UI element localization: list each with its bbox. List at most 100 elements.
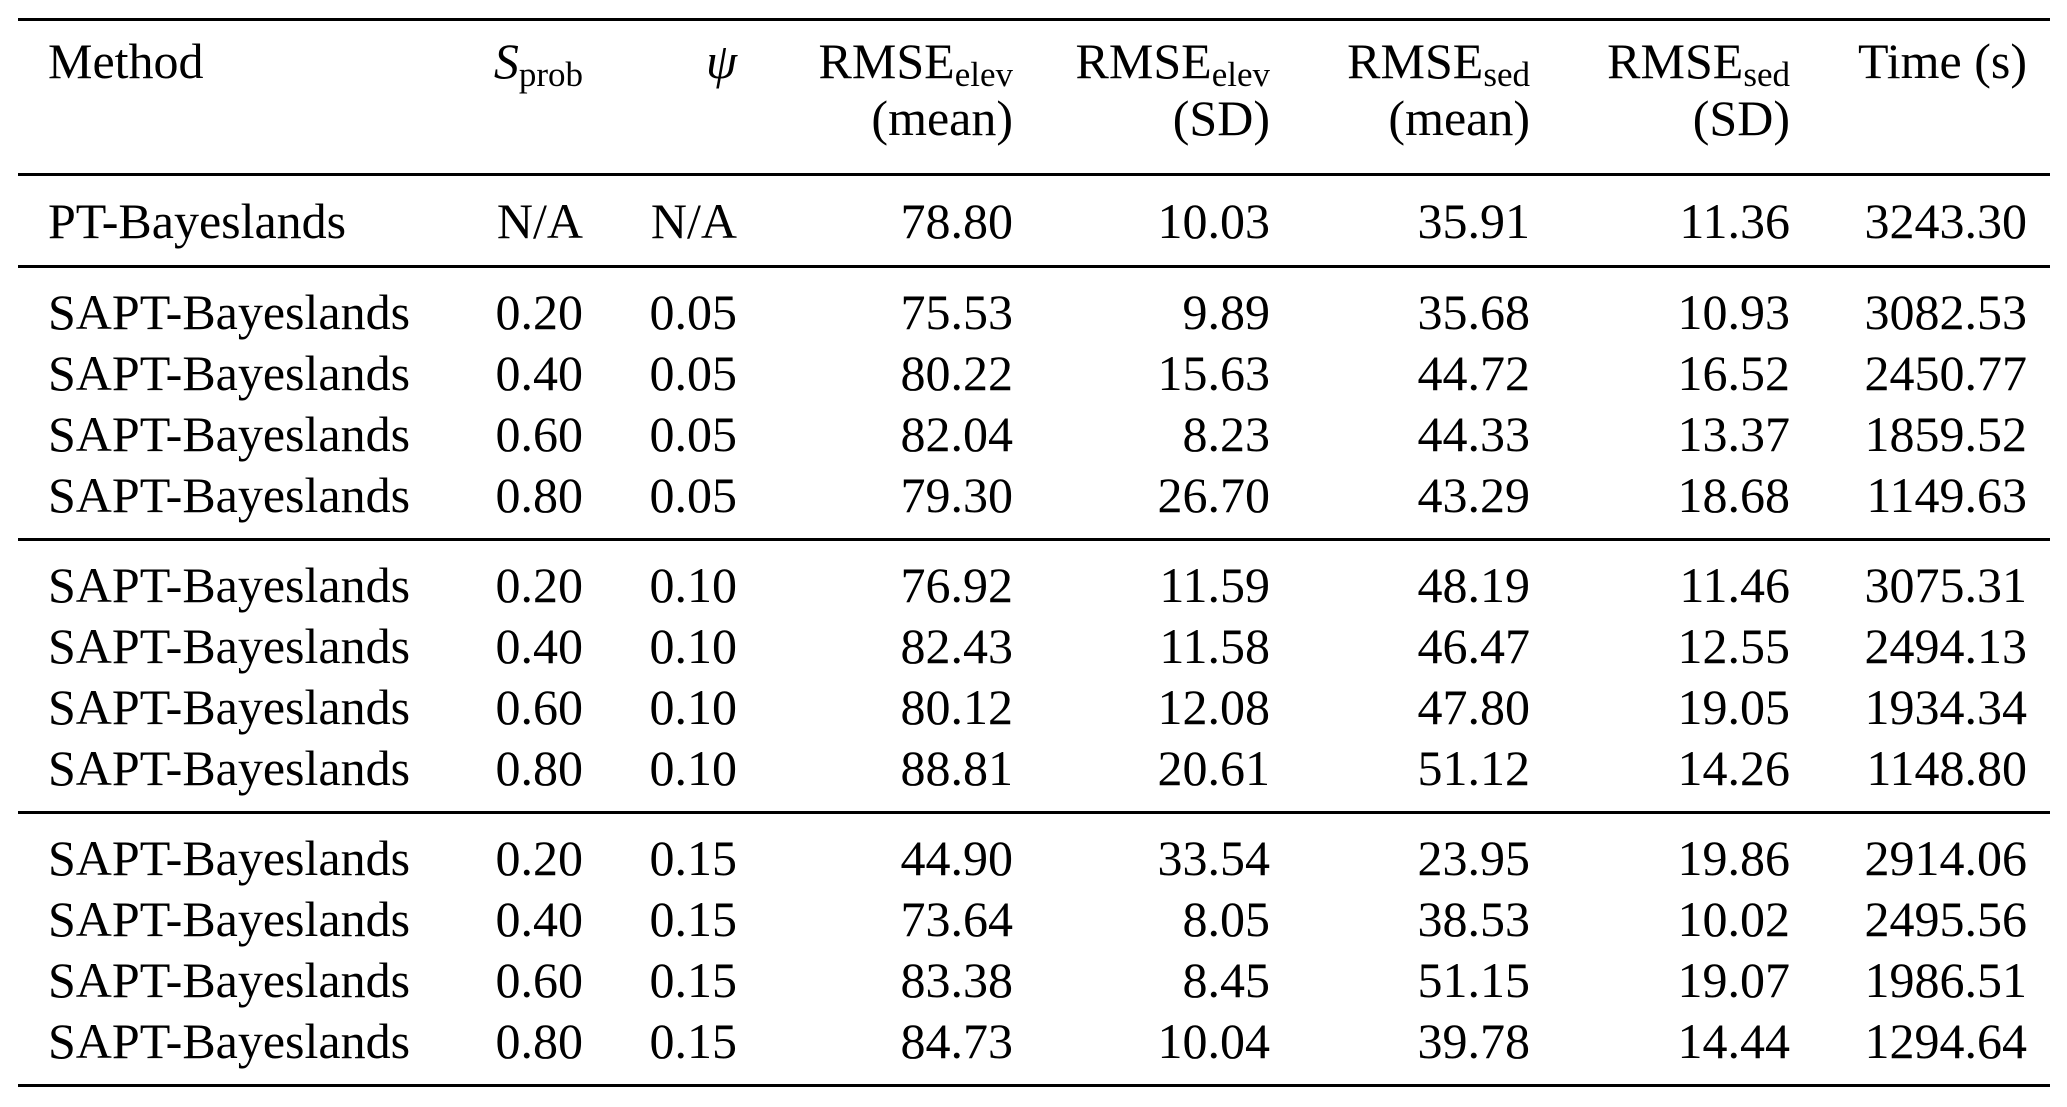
- value-cell: 0.10: [649, 556, 738, 613]
- header-label: S: [493, 33, 519, 89]
- value-cell: 35.68: [1417, 283, 1531, 340]
- value-cell: 0.20: [495, 829, 584, 886]
- value-cell: 0.60: [495, 405, 584, 462]
- header-subscript: sed: [1743, 54, 1790, 94]
- value-cell: 0.80: [495, 739, 584, 796]
- value-cell: 35.91: [1417, 192, 1531, 249]
- value-cell: 51.15: [1417, 951, 1531, 1008]
- value-cell: 11.59: [1159, 556, 1270, 613]
- value-cell: 10.02: [1677, 890, 1791, 947]
- value-cell: 38.53: [1417, 890, 1531, 947]
- value-cell: 73.64: [900, 890, 1014, 947]
- table-row: SAPT-Bayeslands 0.40 0.05 80.22 15.63 44.72 16…: [18, 342, 2050, 403]
- value-cell: 80.22: [900, 344, 1014, 401]
- header-label: RMSE: [1075, 33, 1212, 89]
- table-group-psi-005: SAPT-Bayeslands 0.20 0.05 75.53 9.89 35.68 10.…: [18, 267, 2050, 540]
- header-label: RMSE: [1607, 33, 1744, 89]
- table-row: SAPT-Bayeslands 0.80 0.15 84.73 10.04 39.78 14…: [18, 1010, 2050, 1086]
- value-cell: 0.60: [495, 678, 584, 735]
- value-cell: 10.03: [1157, 192, 1271, 249]
- value-cell: 18.68: [1677, 466, 1791, 523]
- value-cell: 26.70: [1157, 466, 1271, 523]
- col-header-rmse-elev-mean: RMSEelev (mean): [737, 20, 1013, 175]
- header-label: ψ: [705, 33, 737, 89]
- table-row: SAPT-Bayeslands 0.60 0.10 80.12 12.08 47.80 19…: [18, 676, 2050, 737]
- value-cell: 0.15: [649, 829, 738, 886]
- table-row: SAPT-Bayeslands 0.40 0.10 82.43 11.58 46.47 12…: [18, 615, 2050, 676]
- value-cell: 2494.13: [1864, 617, 2028, 674]
- value-cell: 0.60: [495, 951, 584, 1008]
- header-label: Method: [48, 33, 204, 89]
- value-cell: 33.54: [1157, 829, 1271, 886]
- value-cell: 0.40: [495, 890, 584, 947]
- value-cell: 2450.77: [1864, 344, 2028, 401]
- table-row: PT-Bayeslands N/A N/A 78.80 10.03 35.91 11.36 3…: [18, 175, 2050, 267]
- method-cell: SAPT-Bayeslands: [48, 283, 411, 340]
- value-cell: 1149.63: [1866, 466, 2027, 523]
- value-cell: 1859.52: [1864, 405, 2028, 462]
- value-cell: 11.46: [1679, 556, 1790, 613]
- header-subscript: sed: [1483, 54, 1530, 94]
- value-cell: 3075.31: [1864, 556, 2028, 613]
- table-header: Method Sprob ψ RMSEelev (mean) RMSEelev (S…: [18, 20, 2050, 175]
- value-cell: 82.43: [900, 617, 1014, 674]
- value-cell: 0.40: [495, 617, 584, 674]
- method-cell: PT-Bayeslands: [48, 192, 347, 249]
- header-subscript: prob: [518, 54, 583, 94]
- table-row: SAPT-Bayeslands 0.40 0.15 73.64 8.05 38.53 10.…: [18, 888, 2050, 949]
- value-cell: 0.10: [649, 678, 738, 735]
- table-row: SAPT-Bayeslands 0.60 0.15 83.38 8.45 51.15 19.…: [18, 949, 2050, 1010]
- value-cell: 75.53: [900, 283, 1014, 340]
- header-label: RMSE: [1347, 33, 1484, 89]
- col-header-psi: ψ: [583, 20, 737, 175]
- value-cell: 20.61: [1157, 739, 1271, 796]
- value-cell: 39.78: [1417, 1012, 1531, 1069]
- value-cell: 14.26: [1677, 739, 1791, 796]
- value-cell: 43.29: [1417, 466, 1531, 523]
- value-cell: 19.86: [1677, 829, 1791, 886]
- value-cell: 16.52: [1677, 344, 1791, 401]
- method-cell: SAPT-Bayeslands: [48, 951, 411, 1008]
- value-cell: 23.95: [1417, 829, 1531, 886]
- results-table: Method Sprob ψ RMSEelev (mean) RMSEelev (S…: [18, 18, 2050, 1087]
- value-cell: 3082.53: [1864, 283, 2028, 340]
- value-cell: 0.20: [495, 556, 584, 613]
- table-row: SAPT-Bayeslands 0.20 0.05 75.53 9.89 35.68 10.…: [18, 267, 2050, 343]
- value-cell: 88.81: [900, 739, 1014, 796]
- method-cell: SAPT-Bayeslands: [48, 344, 411, 401]
- table-row: SAPT-Bayeslands 0.20 0.15 44.90 33.54 23.95 19…: [18, 813, 2050, 889]
- value-cell: 0.05: [649, 283, 738, 340]
- value-cell: 0.05: [649, 344, 738, 401]
- header-row: Method Sprob ψ RMSEelev (mean) RMSEelev (S…: [18, 20, 2050, 175]
- method-cell: SAPT-Bayeslands: [48, 617, 411, 674]
- value-cell: 12.55: [1677, 617, 1791, 674]
- value-cell: 44.90: [900, 829, 1014, 886]
- value-cell: 8.05: [1182, 890, 1271, 947]
- value-cell: 48.19: [1417, 556, 1531, 613]
- value-cell: 0.40: [495, 344, 584, 401]
- value-cell: 1934.34: [1864, 678, 2028, 735]
- table-group-pt: PT-Bayeslands N/A N/A 78.80 10.03 35.91 11.36 3…: [18, 175, 2050, 267]
- method-cell: SAPT-Bayeslands: [48, 556, 411, 613]
- value-cell: 2914.06: [1864, 829, 2028, 886]
- method-cell: SAPT-Bayeslands: [48, 678, 411, 735]
- col-header-rmse-sed-sd: RMSEsed (SD): [1530, 20, 1790, 175]
- value-cell: 8.45: [1182, 951, 1271, 1008]
- method-cell: SAPT-Bayeslands: [48, 829, 411, 886]
- method-cell: SAPT-Bayeslands: [48, 466, 411, 523]
- col-header-sprob: Sprob: [463, 20, 583, 175]
- value-cell: 15.63: [1157, 344, 1271, 401]
- header-label: RMSE: [818, 33, 955, 89]
- col-header-rmse-sed-mean: RMSEsed (mean): [1270, 20, 1530, 175]
- method-cell: SAPT-Bayeslands: [48, 890, 411, 947]
- value-cell: 19.07: [1677, 951, 1791, 1008]
- value-cell: 1294.64: [1864, 1012, 2028, 1069]
- value-cell: 13.37: [1677, 405, 1791, 462]
- value-cell: 11.36: [1679, 192, 1790, 249]
- table-group-psi-015: SAPT-Bayeslands 0.20 0.15 44.90 33.54 23.95 19…: [18, 813, 2050, 1086]
- value-cell: 10.93: [1677, 283, 1791, 340]
- table-row: SAPT-Bayeslands 0.80 0.10 88.81 20.61 51.12 14…: [18, 737, 2050, 813]
- value-cell: 8.23: [1182, 405, 1271, 462]
- value-cell: 11.58: [1159, 617, 1270, 674]
- header-subscript: elev: [954, 54, 1013, 94]
